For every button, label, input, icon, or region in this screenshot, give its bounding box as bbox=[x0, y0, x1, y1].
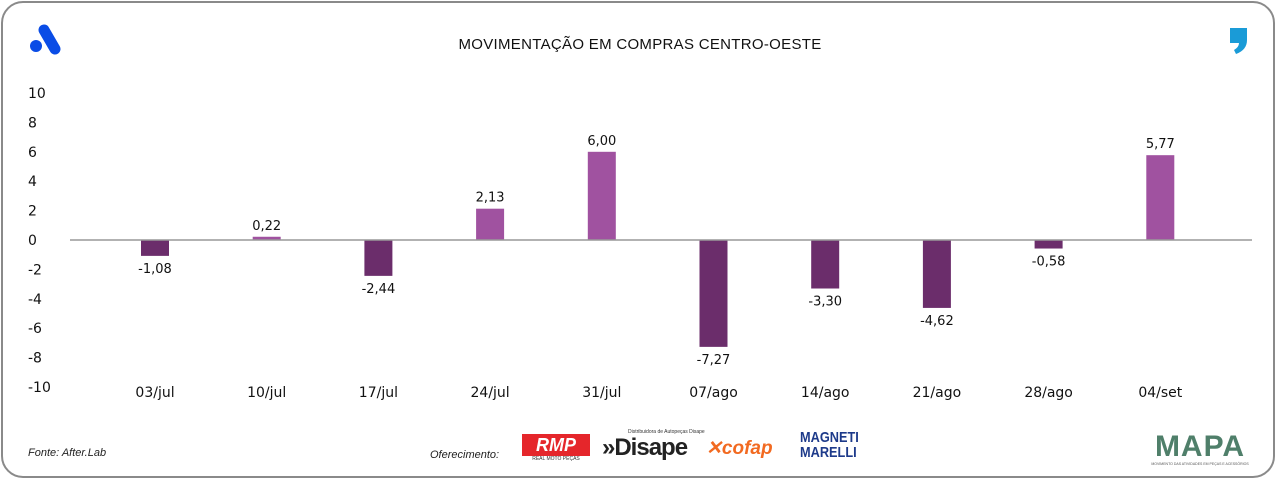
sponsor-label: Oferecimento: bbox=[430, 449, 500, 461]
x-tick-label: 21/ago bbox=[913, 385, 962, 401]
sponsor-logo-rmp: RMP REAL MOTO PEÇAS bbox=[522, 434, 590, 462]
y-tick-label: 6 bbox=[28, 145, 37, 161]
sponsor-logo-cofap: ✕cofap bbox=[706, 438, 773, 459]
sponsor-logo-magneti-marelli: MAGNETI MARELLI bbox=[800, 429, 859, 461]
x-tick-label: 17/jul bbox=[359, 385, 398, 401]
bar bbox=[141, 240, 169, 256]
x-tick-label: 14/ago bbox=[801, 385, 850, 401]
data-label: -2,44 bbox=[362, 282, 396, 297]
data-label: -7,27 bbox=[697, 353, 731, 368]
bar bbox=[476, 208, 505, 240]
data-label: 5,77 bbox=[1146, 137, 1175, 152]
chart-title: MOVIMENTAÇÃO EM COMPRAS CENTRO-OESTE bbox=[458, 36, 822, 53]
mapa-tagline: MOVIMENTO DAS ATIVIDADES EM PEÇAS E ACES… bbox=[1151, 462, 1249, 466]
data-label: -1,08 bbox=[138, 262, 172, 277]
data-label: -4,62 bbox=[920, 314, 954, 329]
mapa-brand: MAPA bbox=[1154, 430, 1246, 463]
x-tick-label: 24/jul bbox=[471, 385, 510, 401]
sponsor-logo-disape: »Disape bbox=[602, 434, 688, 461]
bar bbox=[364, 240, 393, 276]
data-label: 0,22 bbox=[252, 219, 281, 234]
bar bbox=[1034, 240, 1063, 249]
after-lab-logo bbox=[30, 24, 61, 55]
bar bbox=[922, 240, 951, 308]
y-tick-label: -4 bbox=[28, 292, 42, 308]
data-label: -0,58 bbox=[1032, 255, 1066, 270]
data-label: 6,00 bbox=[587, 134, 616, 149]
data-label: -3,30 bbox=[808, 295, 842, 310]
bar bbox=[699, 240, 728, 347]
bar bbox=[252, 236, 281, 240]
x-tick-label: 10/jul bbox=[247, 385, 286, 401]
x-tick-label: 28/ago bbox=[1024, 385, 1073, 401]
y-tick-label: 0 bbox=[28, 233, 37, 249]
comma-logo bbox=[1230, 28, 1247, 54]
x-tick-label: 04/set bbox=[1138, 385, 1182, 401]
data-label: 2,13 bbox=[476, 191, 505, 206]
y-tick-label: -8 bbox=[28, 351, 42, 367]
x-tick-label: 03/jul bbox=[135, 385, 174, 401]
y-tick-label: 2 bbox=[28, 204, 37, 220]
y-tick-label: -2 bbox=[28, 262, 42, 278]
mapa-logo: MAPA MOVIMENTO DAS ATIVIDADES EM PEÇAS E… bbox=[1150, 430, 1250, 467]
y-tick-label: 4 bbox=[28, 174, 37, 190]
y-tick-label: -10 bbox=[28, 380, 51, 396]
bar bbox=[587, 151, 616, 240]
sponsor-disape-name: Distribuidora de Autopeças Disape bbox=[628, 429, 705, 435]
source-text: Fonte: After.Lab bbox=[28, 447, 107, 459]
x-tick-label: 07/ago bbox=[689, 385, 738, 401]
bar bbox=[811, 240, 840, 289]
y-tick-label: 10 bbox=[28, 86, 46, 102]
x-tick-label: 31/jul bbox=[582, 385, 621, 401]
y-tick-label: -6 bbox=[28, 321, 42, 337]
bar-chart: 10 8 6 4 2 0 -2 -4 -6 -8 -10 -1,08 03/jul 0,22 10/jul -… bbox=[28, 86, 1252, 401]
y-tick-label: 8 bbox=[28, 115, 37, 131]
bar bbox=[1146, 155, 1175, 240]
